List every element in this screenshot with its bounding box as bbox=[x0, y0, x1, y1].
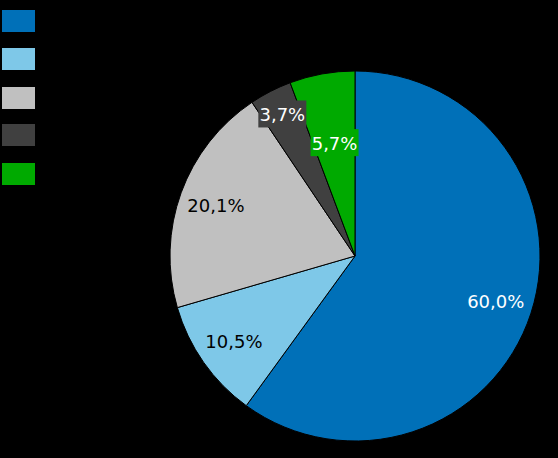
legend-swatch bbox=[2, 10, 35, 32]
chart: 60,0% 10,5% 20,1% 3,7% 5,7% bbox=[0, 0, 558, 458]
data-label: 60,0% bbox=[467, 291, 524, 312]
label-background bbox=[311, 129, 359, 156]
data-labels: 60,0% 10,5% 20,1% 3,7% 5,7% bbox=[187, 100, 524, 351]
legend-swatch bbox=[2, 124, 35, 146]
data-label: 20,1% bbox=[187, 195, 244, 216]
legend-swatch bbox=[2, 48, 35, 70]
data-label: 10,5% bbox=[205, 331, 262, 352]
label-background bbox=[258, 100, 306, 127]
data-label: 5,7% bbox=[312, 133, 358, 154]
data-label: 3,7% bbox=[259, 104, 305, 125]
pie-slice bbox=[290, 71, 355, 256]
legend-swatch bbox=[2, 87, 35, 109]
legend-swatch bbox=[2, 163, 35, 185]
legend bbox=[2, 10, 35, 185]
slices bbox=[170, 71, 540, 441]
